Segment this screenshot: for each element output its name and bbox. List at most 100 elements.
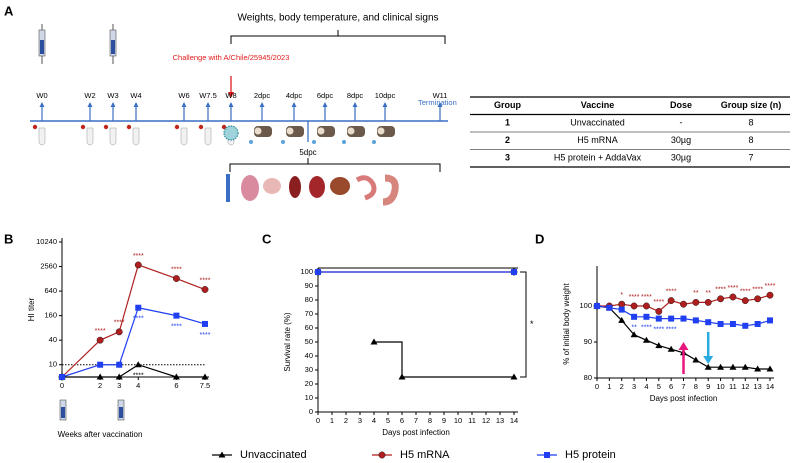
table-cell: H5 mRNA [577, 135, 618, 145]
arrow-head [322, 102, 328, 107]
y-tick-label: 0 [309, 407, 313, 416]
timeline-label: W11 [433, 91, 448, 100]
significance: ** [693, 290, 699, 297]
swab-drop [281, 140, 285, 144]
tube [109, 127, 117, 146]
significance: **** [171, 266, 182, 273]
table-cell: 7 [748, 153, 753, 163]
marker [729, 321, 736, 327]
significance: **** [133, 253, 144, 260]
marker [643, 302, 650, 310]
timeline-label: W0 [36, 91, 47, 100]
marker [618, 300, 626, 308]
marker [630, 302, 638, 310]
arrow-head [352, 102, 358, 107]
marker [202, 320, 208, 327]
y-tick-label: 80 [584, 373, 592, 382]
x-tick-label: 0 [316, 416, 320, 425]
timeline-label: W6 [178, 91, 189, 100]
x-tick-label: 3 [117, 381, 121, 390]
x-tick-label: 0 [60, 381, 64, 390]
x-tick-label: 9 [442, 416, 446, 425]
significance: **** [666, 288, 677, 295]
organs [226, 174, 399, 206]
bracket [230, 30, 446, 44]
chart: 10 40 160 640 2560 10240 0 2 3 4 6 7.5 Weeks after v… [27, 237, 211, 439]
marker [134, 361, 142, 368]
x-tick-label: 6 [669, 382, 673, 391]
significance: **** [95, 328, 106, 335]
table-cell: Unvaccinated [570, 118, 625, 128]
x-tick-label: 4 [644, 382, 648, 391]
arrow-head [181, 102, 187, 107]
x-tick-label: 1 [607, 382, 611, 391]
significance: ** [631, 325, 637, 332]
y-tick-label: 50 [305, 337, 313, 346]
significance: **** [641, 294, 652, 301]
arrow-head [259, 102, 265, 107]
significance: * [530, 319, 534, 329]
marker [667, 345, 675, 352]
arrow-head [87, 102, 93, 107]
blood-drop [198, 124, 204, 130]
marker [173, 312, 180, 319]
marker [692, 298, 700, 306]
arrow-head [437, 102, 443, 107]
legend-label: H5 protein [565, 449, 616, 461]
marker [172, 373, 180, 380]
swab-drop [342, 140, 346, 144]
arrow-head [678, 342, 689, 350]
virus [223, 125, 239, 141]
x-tick-label: 2 [98, 381, 102, 390]
marker [201, 373, 209, 380]
marker [704, 298, 712, 306]
y-axis-title: Survival rate (%) [283, 312, 292, 371]
arrow-head [133, 102, 139, 107]
marker [754, 321, 761, 327]
arrow [678, 342, 689, 374]
significance: **** [727, 285, 738, 292]
panel-label: C [262, 231, 272, 246]
significance: * [620, 292, 623, 299]
ferret-face [254, 127, 262, 135]
swab-drop [249, 140, 253, 144]
marker [668, 315, 675, 322]
marker [631, 313, 638, 320]
x-tick-label: 2 [620, 382, 624, 391]
arrow-head [110, 102, 116, 107]
timeline-label: 6dpc [317, 91, 334, 100]
marker [754, 365, 762, 372]
significance: **** [171, 323, 182, 330]
blood-drop [174, 124, 180, 130]
marker [97, 361, 104, 368]
x-tick-label: 7.5 [200, 381, 210, 390]
y-tick-label: 30 [305, 365, 313, 374]
arrow [703, 332, 714, 364]
marker [642, 336, 650, 343]
marker [116, 361, 123, 368]
tube [204, 127, 212, 146]
x-tick-label: 13 [496, 416, 504, 425]
series-line [61, 264, 206, 378]
x-tick-label: 10 [454, 416, 462, 425]
x-tick-label: 12 [482, 416, 490, 425]
bracket [229, 158, 441, 172]
x-tick-label: 8 [428, 416, 432, 425]
marker [618, 306, 625, 313]
ferret-face [377, 127, 385, 135]
y-tick-label: 20 [305, 379, 313, 388]
x-tick-label: 1 [330, 416, 334, 425]
x-tick-label: 14 [510, 416, 518, 425]
marker [511, 269, 517, 275]
x-tick-label: 4 [372, 416, 376, 425]
bracket [520, 271, 527, 378]
swab-drop [312, 140, 316, 144]
significance: **** [641, 325, 652, 332]
y-axis-title: HI titer [27, 297, 36, 321]
blood-drop [80, 124, 86, 130]
significance: **** [200, 277, 211, 284]
marker [717, 321, 724, 327]
panel-label: A [4, 3, 14, 18]
